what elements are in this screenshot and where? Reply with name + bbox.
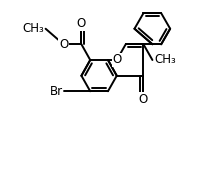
Text: O: O xyxy=(77,17,86,30)
Text: O: O xyxy=(139,93,148,106)
Text: CH₃: CH₃ xyxy=(154,54,176,66)
Text: O: O xyxy=(112,54,121,66)
Text: O: O xyxy=(59,38,68,51)
Text: Br: Br xyxy=(50,85,63,98)
Text: CH₃: CH₃ xyxy=(22,22,44,35)
